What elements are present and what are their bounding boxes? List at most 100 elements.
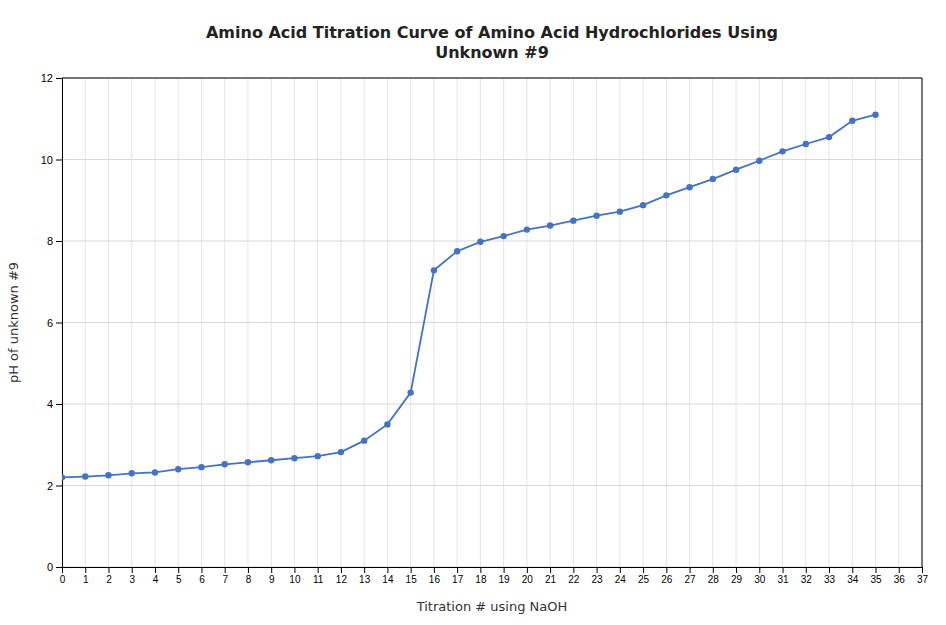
x-tick: 4 — [153, 567, 159, 585]
frame-top — [62, 78, 922, 79]
x-tick-label: 12 — [336, 574, 348, 585]
x-tick-label: 14 — [382, 574, 394, 585]
x-tick-label: 16 — [429, 574, 441, 585]
y-tick-mark — [56, 567, 62, 568]
y-tick: 2 — [47, 480, 62, 492]
x-tick: 13 — [359, 567, 371, 585]
x-tick-mark — [597, 567, 598, 573]
title-line: Unknown #9 — [435, 43, 549, 62]
point — [291, 455, 297, 461]
series — [62, 111, 879, 480]
x-tick: 9 — [269, 567, 275, 585]
x-tick: 0 — [60, 567, 66, 585]
x-tick: 32 — [801, 567, 813, 585]
x-tick: 27 — [685, 567, 697, 585]
x-tick-label: 11 — [313, 574, 324, 585]
x-tick-label: 4 — [153, 574, 159, 585]
x-tick-label: 13 — [359, 574, 371, 585]
x-tick-mark — [364, 567, 365, 573]
x-tick: 33 — [824, 567, 836, 585]
x-tick: 28 — [708, 567, 720, 585]
x-tick: 34 — [847, 567, 859, 585]
point — [268, 457, 274, 463]
x-tick-label: 15 — [406, 574, 418, 585]
x-tick-mark — [922, 567, 923, 573]
point — [477, 239, 483, 245]
y-grid-line — [62, 322, 922, 323]
x-tick-label: 28 — [708, 574, 720, 585]
grid — [62, 78, 922, 567]
x-tick-mark — [713, 567, 714, 573]
x-tick-mark — [248, 567, 249, 573]
point — [779, 148, 785, 154]
x-tick-label: 0 — [60, 574, 66, 585]
x-tick: 2 — [106, 567, 112, 585]
plot-area: 0123456789101112131415161718192021222324… — [41, 72, 929, 585]
x-tick-label: 1 — [83, 574, 89, 585]
x-tick-label: 35 — [870, 574, 882, 585]
y-tick-mark — [56, 486, 62, 487]
x-tick-mark — [318, 567, 319, 573]
point — [431, 267, 437, 273]
y-grid-line — [62, 485, 922, 486]
point — [617, 208, 623, 214]
x-tick-mark — [411, 567, 412, 573]
x-tick-label: 2 — [106, 574, 112, 585]
x-tick-mark — [573, 567, 574, 573]
x-tick-mark — [225, 567, 226, 573]
y-grid-line — [62, 78, 922, 79]
x-tick-label: 34 — [847, 574, 859, 585]
y-grid-line — [62, 404, 922, 405]
point — [384, 421, 390, 427]
point — [640, 202, 646, 208]
y-tick: 12 — [41, 72, 62, 84]
x-tick: 5 — [176, 567, 182, 585]
x-tick: 16 — [429, 567, 441, 585]
x-tick-mark — [201, 567, 202, 573]
y-tick-label: 2 — [47, 480, 53, 492]
x-axis: 0123456789101112131415161718192021222324… — [60, 567, 929, 585]
x-tick: 25 — [638, 567, 650, 585]
point — [756, 158, 762, 164]
x-tick: 18 — [475, 567, 487, 585]
y-tick-mark — [56, 78, 62, 79]
x-tick-label: 17 — [452, 574, 464, 585]
x-tick: 30 — [754, 567, 766, 585]
chart: 0123456789101112131415161718192021222324… — [0, 0, 946, 625]
y-axis-title: pH of unknown #9 — [6, 262, 21, 383]
point — [314, 453, 320, 459]
point — [849, 118, 855, 124]
x-tick: 24 — [615, 567, 627, 585]
point — [175, 466, 181, 472]
x-tick: 35 — [870, 567, 882, 585]
x-tick-mark — [294, 567, 295, 573]
y-tick-label: 4 — [47, 398, 53, 410]
x-tick-mark — [852, 567, 853, 573]
point — [62, 474, 65, 480]
y-grid-line — [62, 159, 922, 160]
x-tick-label: 26 — [661, 574, 673, 585]
point — [524, 226, 530, 232]
x-tick: 20 — [522, 567, 534, 585]
x-tick-mark — [480, 567, 481, 573]
point — [593, 213, 599, 219]
x-tick-label: 31 — [777, 574, 789, 585]
y-tick-label: 10 — [41, 154, 53, 166]
x-tick-label: 30 — [754, 574, 766, 585]
x-tick: 6 — [199, 567, 205, 585]
y-tick-mark — [56, 404, 62, 405]
x-tick-mark — [457, 567, 458, 573]
x-tick: 37 — [917, 567, 929, 585]
point — [454, 248, 460, 254]
x-tick-mark — [736, 567, 737, 573]
point — [198, 464, 204, 470]
x-tick-mark — [806, 567, 807, 573]
x-tick: 14 — [382, 567, 394, 585]
x-tick-label: 23 — [592, 574, 604, 585]
x-tick-mark — [759, 567, 760, 573]
x-tick-label: 32 — [801, 574, 813, 585]
title: Amino Acid Titration Curve of Amino Acid… — [206, 23, 778, 62]
y-tick-label: 0 — [47, 561, 53, 573]
point — [245, 459, 251, 465]
x-tick-label: 18 — [475, 574, 487, 585]
